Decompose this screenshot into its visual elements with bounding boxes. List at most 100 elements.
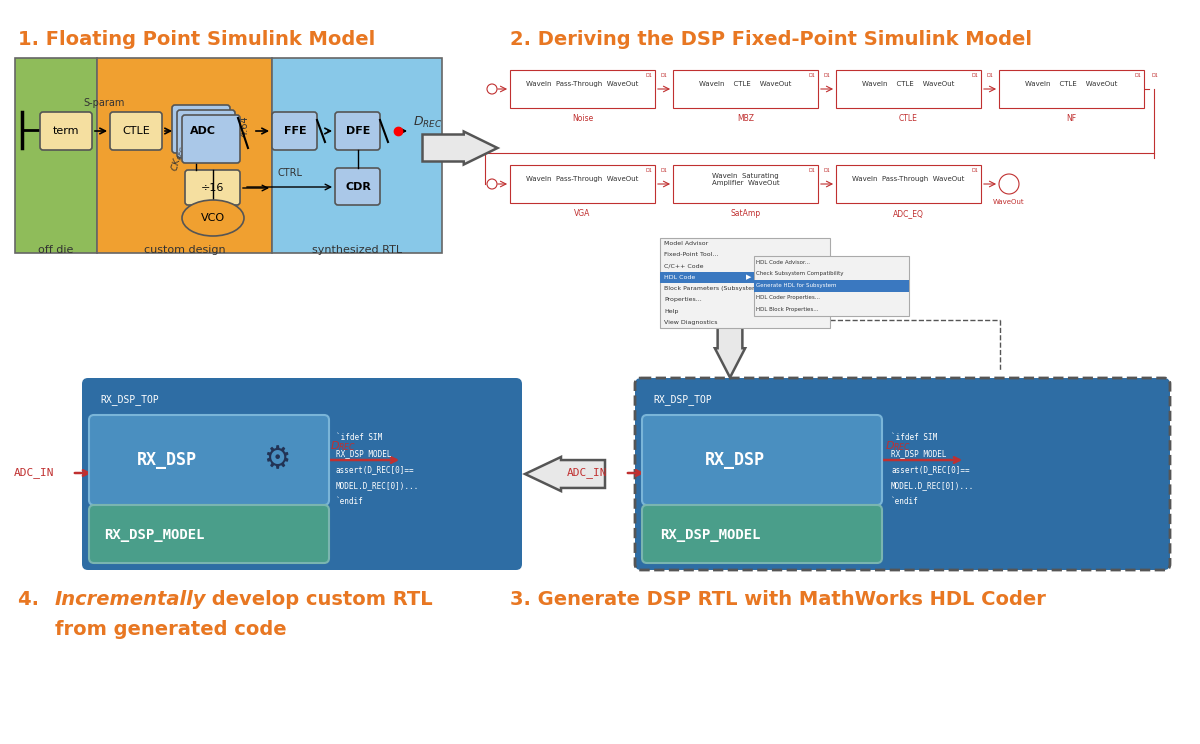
FancyBboxPatch shape — [272, 112, 317, 150]
Text: CTLE: CTLE — [899, 114, 918, 123]
Text: 3. Generate DSP RTL with MathWorks HDL Coder: 3. Generate DSP RTL with MathWorks HDL C… — [510, 590, 1046, 609]
Text: D1: D1 — [971, 73, 978, 78]
Text: D1: D1 — [1134, 73, 1141, 78]
Bar — [673, 70, 818, 108]
Bar — [754, 256, 908, 316]
Text: Properties...: Properties... — [664, 298, 702, 302]
Circle shape — [487, 84, 497, 94]
Text: Incrementally: Incrementally — [55, 590, 206, 609]
Text: assert(D_REC[0]==: assert(D_REC[0]== — [890, 465, 970, 474]
Text: Fixed-Point Tool...: Fixed-Point Tool... — [664, 252, 719, 257]
Text: D1: D1 — [823, 73, 830, 78]
Text: D1: D1 — [1152, 73, 1159, 78]
Text: VGA: VGA — [575, 209, 590, 218]
Bar — [97, 58, 272, 253]
Bar — [510, 165, 655, 203]
Text: WaveIn  Saturating
Amplifier  WaveOut: WaveIn Saturating Amplifier WaveOut — [712, 173, 779, 186]
Text: 1: 1 — [1007, 181, 1012, 187]
Text: develop custom RTL: develop custom RTL — [205, 590, 433, 609]
Text: 1. Floating Point Simulink Model: 1. Floating Point Simulink Model — [18, 30, 376, 49]
Text: ADC_IN: ADC_IN — [14, 467, 54, 478]
Text: WaveIn  Pass-Through  WaveOut: WaveIn Pass-Through WaveOut — [852, 176, 965, 182]
Text: RX_DSP_TOP: RX_DSP_TOP — [100, 394, 158, 405]
Text: CTRL: CTRL — [277, 168, 302, 178]
FancyBboxPatch shape — [178, 110, 235, 158]
Text: ⚙: ⚙ — [263, 446, 290, 475]
Text: assert(D_REC[0]==: assert(D_REC[0]== — [336, 465, 415, 474]
Text: $D_{REC}$: $D_{REC}$ — [413, 115, 443, 129]
Text: from generated code: from generated code — [55, 620, 287, 639]
Text: `endif: `endif — [336, 497, 364, 506]
Text: RX_DSP MODEL: RX_DSP MODEL — [890, 449, 947, 458]
Text: D1: D1 — [646, 168, 652, 173]
Text: C/C++ Code: C/C++ Code — [664, 263, 703, 269]
Text: ADC: ADC — [190, 126, 216, 136]
Bar — [14, 58, 97, 253]
Text: WaveOut: WaveOut — [994, 199, 1025, 205]
Text: $D_{REC}$: $D_{REC}$ — [330, 439, 356, 453]
Text: 4.: 4. — [18, 590, 53, 609]
Text: SatAmp: SatAmp — [731, 209, 761, 218]
Bar — [836, 70, 982, 108]
Text: D1: D1 — [971, 168, 978, 173]
Text: S-param: S-param — [83, 98, 125, 108]
Text: synthesized RTL: synthesized RTL — [312, 245, 402, 255]
Text: ADC_EQ: ADC_EQ — [893, 209, 924, 218]
Text: Help: Help — [664, 309, 678, 314]
Text: 1: 1 — [491, 86, 493, 92]
Ellipse shape — [182, 200, 244, 236]
Text: ADC_IN: ADC_IN — [568, 467, 607, 478]
FancyBboxPatch shape — [110, 112, 162, 150]
Text: Model Advisor: Model Advisor — [664, 241, 708, 246]
Text: D1: D1 — [808, 168, 815, 173]
Text: Block Parameters (Subsystem): Block Parameters (Subsystem) — [664, 286, 761, 291]
Text: `endif: `endif — [890, 497, 919, 506]
Text: `ifdef SIM: `ifdef SIM — [890, 433, 937, 442]
Text: D1: D1 — [660, 73, 667, 78]
FancyBboxPatch shape — [642, 505, 882, 563]
Text: WaveIn    CTLE    WaveOut: WaveIn CTLE WaveOut — [863, 81, 955, 88]
Text: $CK_{REC}$: $CK_{REC}$ — [168, 144, 187, 173]
Circle shape — [487, 179, 497, 189]
Polygon shape — [422, 132, 498, 164]
Text: D1: D1 — [808, 73, 815, 78]
FancyBboxPatch shape — [89, 505, 329, 563]
Text: NF: NF — [1067, 114, 1076, 123]
Text: Generate HDL for Subsystem: Generate HDL for Subsystem — [756, 283, 838, 289]
Text: MBZ: MBZ — [737, 114, 754, 123]
Text: 1: 1 — [491, 182, 493, 187]
FancyBboxPatch shape — [185, 170, 240, 205]
Text: custom design: custom design — [144, 245, 226, 255]
Bar — [673, 165, 818, 203]
Text: Noise: Noise — [572, 114, 593, 123]
Polygon shape — [715, 312, 745, 377]
Bar — [998, 70, 1144, 108]
Text: ÷16: ÷16 — [202, 183, 224, 193]
Text: HDL Code: HDL Code — [664, 275, 695, 280]
Text: HDL Coder Properties...: HDL Coder Properties... — [756, 295, 821, 301]
Text: MODEL.D_REC[0])...: MODEL.D_REC[0])... — [336, 481, 419, 490]
Bar — [836, 165, 982, 203]
Text: WaveIn    CTLE    WaveOut: WaveIn CTLE WaveOut — [700, 81, 792, 88]
Text: D1: D1 — [646, 73, 652, 78]
Text: `ifdef SIM: `ifdef SIM — [336, 433, 383, 442]
Text: RX_DSP MODEL: RX_DSP MODEL — [336, 449, 391, 458]
Bar — [272, 58, 442, 253]
Text: $D_{REC}$: $D_{REC}$ — [886, 439, 911, 453]
Circle shape — [998, 174, 1019, 194]
FancyBboxPatch shape — [642, 415, 882, 505]
Bar — [660, 272, 754, 283]
Text: HDL Code Advisor...: HDL Code Advisor... — [756, 260, 810, 265]
Text: RX_DSP_TOP: RX_DSP_TOP — [653, 394, 712, 405]
Polygon shape — [526, 457, 605, 491]
Text: D1: D1 — [823, 168, 830, 173]
Text: RX_DSP: RX_DSP — [706, 451, 766, 469]
Text: off die: off die — [38, 245, 73, 255]
Text: RX_DSP_MODEL: RX_DSP_MODEL — [104, 528, 204, 542]
Text: WaveIn    CTLE    WaveOut: WaveIn CTLE WaveOut — [1025, 81, 1117, 88]
Text: MODEL.D_REC[0])...: MODEL.D_REC[0])... — [890, 481, 974, 490]
FancyBboxPatch shape — [335, 168, 380, 205]
Text: CDR: CDR — [346, 182, 371, 192]
FancyBboxPatch shape — [335, 112, 380, 150]
FancyBboxPatch shape — [635, 378, 1170, 570]
